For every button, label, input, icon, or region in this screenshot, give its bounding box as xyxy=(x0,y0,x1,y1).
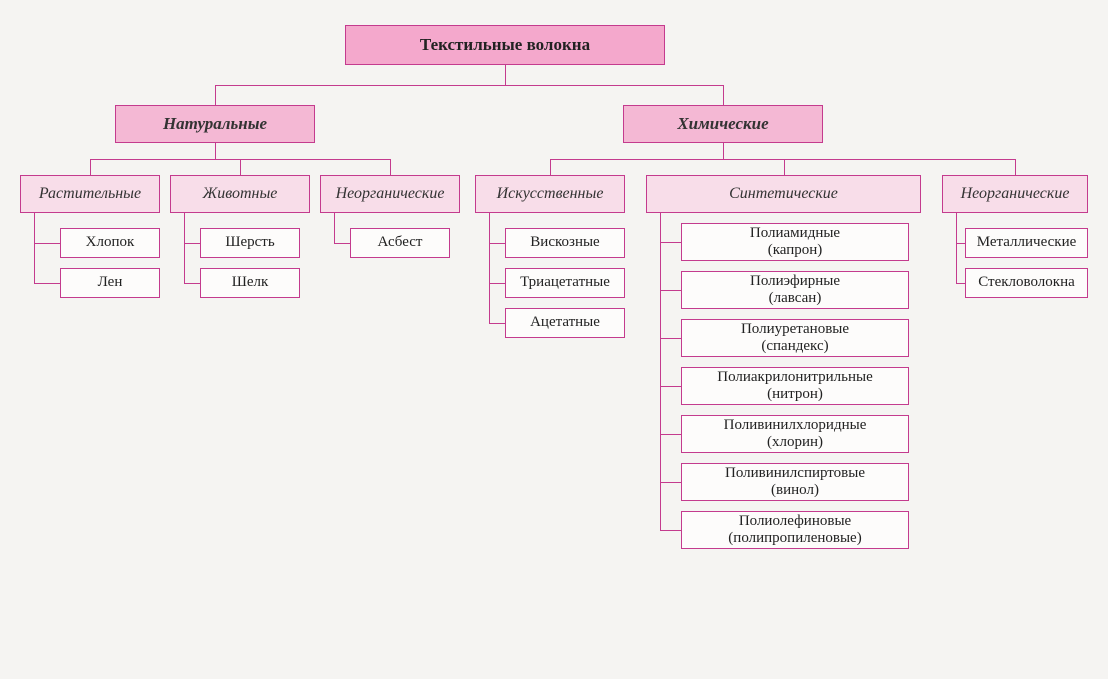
node-asbestos: Асбест xyxy=(350,228,450,258)
connector xyxy=(956,283,966,284)
node-animal: Животные xyxy=(170,175,310,213)
node-synth: Синтетические xyxy=(646,175,921,213)
node-label: Полиолефиновые(полипропиленовые) xyxy=(728,513,861,548)
node-acetate: Ацетатные xyxy=(505,308,625,338)
node-label: Неорганические xyxy=(961,185,1070,203)
connector xyxy=(489,323,506,324)
node-linen: Лен xyxy=(60,268,160,298)
node-label: Полиуретановые(спандекс) xyxy=(741,321,849,356)
node-pvc: Поливинилхлоридные(хлорин) xyxy=(681,415,909,453)
connector xyxy=(550,159,1016,160)
connector xyxy=(660,482,682,483)
node-label: Искусственные xyxy=(497,185,604,203)
connector xyxy=(184,283,201,284)
connector xyxy=(660,434,682,435)
node-label: Полиакрилонитрильные(нитрон) xyxy=(717,369,873,404)
connector xyxy=(489,283,506,284)
node-label: Шерсть xyxy=(225,234,274,251)
node-label: Вискозные xyxy=(530,234,599,251)
node-chemical: Химические xyxy=(623,105,823,143)
node-polyamide: Полиамидные(капрон) xyxy=(681,223,909,261)
connector xyxy=(215,85,216,106)
node-wool: Шерсть xyxy=(200,228,300,258)
node-polyureth: Полиуретановые(спандекс) xyxy=(681,319,909,357)
connector xyxy=(240,159,241,176)
node-label: Растительные xyxy=(39,185,141,203)
node-label: Поливинилспиртовые(винол) xyxy=(725,465,865,500)
connector xyxy=(334,243,351,244)
connector xyxy=(550,159,551,176)
connector xyxy=(1015,159,1016,176)
connector xyxy=(660,386,682,387)
node-label: Шелк xyxy=(232,274,269,291)
connector xyxy=(34,243,61,244)
connector xyxy=(34,213,35,284)
connector xyxy=(184,243,201,244)
connector xyxy=(660,242,682,243)
node-pva: Поливинилспиртовые(винол) xyxy=(681,463,909,501)
node-label: Лен xyxy=(98,274,123,291)
node-inorg_n: Неорганические xyxy=(320,175,460,213)
node-label: Полиэфирные(лавсан) xyxy=(750,273,840,308)
node-label: Триацетатные xyxy=(520,274,610,291)
connector xyxy=(215,85,724,86)
node-label: Полиамидные(капрон) xyxy=(750,225,840,260)
node-metallic: Металлические xyxy=(965,228,1088,258)
connector xyxy=(784,159,785,176)
connector xyxy=(334,213,335,244)
node-silk: Шелк xyxy=(200,268,300,298)
connector xyxy=(34,283,61,284)
node-label: Натуральные xyxy=(163,114,267,134)
node-triacet: Триацетатные xyxy=(505,268,625,298)
node-viscose: Вискозные xyxy=(505,228,625,258)
node-label: Неорганические xyxy=(336,185,445,203)
connector xyxy=(956,243,966,244)
connector xyxy=(505,65,506,86)
node-inorg_c: Неорганические xyxy=(942,175,1088,213)
node-cotton: Хлопок xyxy=(60,228,160,258)
connector xyxy=(390,159,391,176)
connector xyxy=(184,213,185,284)
node-glass: Стекловолокна xyxy=(965,268,1088,298)
node-label: Текстильные волокна xyxy=(420,35,590,55)
node-label: Синтетические xyxy=(729,185,838,203)
node-label: Ацетатные xyxy=(530,314,600,331)
connector xyxy=(90,159,91,176)
node-natural: Натуральные xyxy=(115,105,315,143)
node-label: Металлические xyxy=(977,234,1077,251)
connector xyxy=(723,143,724,160)
node-root: Текстильные волокна xyxy=(345,25,665,65)
connector xyxy=(489,243,506,244)
connector xyxy=(215,143,216,160)
connector xyxy=(723,85,724,106)
node-label: Химические xyxy=(677,114,768,134)
node-polyolef: Полиолефиновые(полипропиленовые) xyxy=(681,511,909,549)
node-label: Хлопок xyxy=(86,234,135,251)
node-artif: Искусственные xyxy=(475,175,625,213)
connector xyxy=(660,213,661,531)
node-label: Животные xyxy=(203,185,278,203)
node-label: Поливинилхлоридные(хлорин) xyxy=(724,417,867,452)
node-label: Асбест xyxy=(378,234,423,251)
node-polyacryl: Полиакрилонитрильные(нитрон) xyxy=(681,367,909,405)
connector xyxy=(956,213,957,284)
connector xyxy=(660,338,682,339)
node-polyester: Полиэфирные(лавсан) xyxy=(681,271,909,309)
node-plant: Растительные xyxy=(20,175,160,213)
node-label: Стекловолокна xyxy=(978,274,1075,291)
connector xyxy=(660,290,682,291)
connector xyxy=(660,530,682,531)
connector xyxy=(489,213,490,324)
